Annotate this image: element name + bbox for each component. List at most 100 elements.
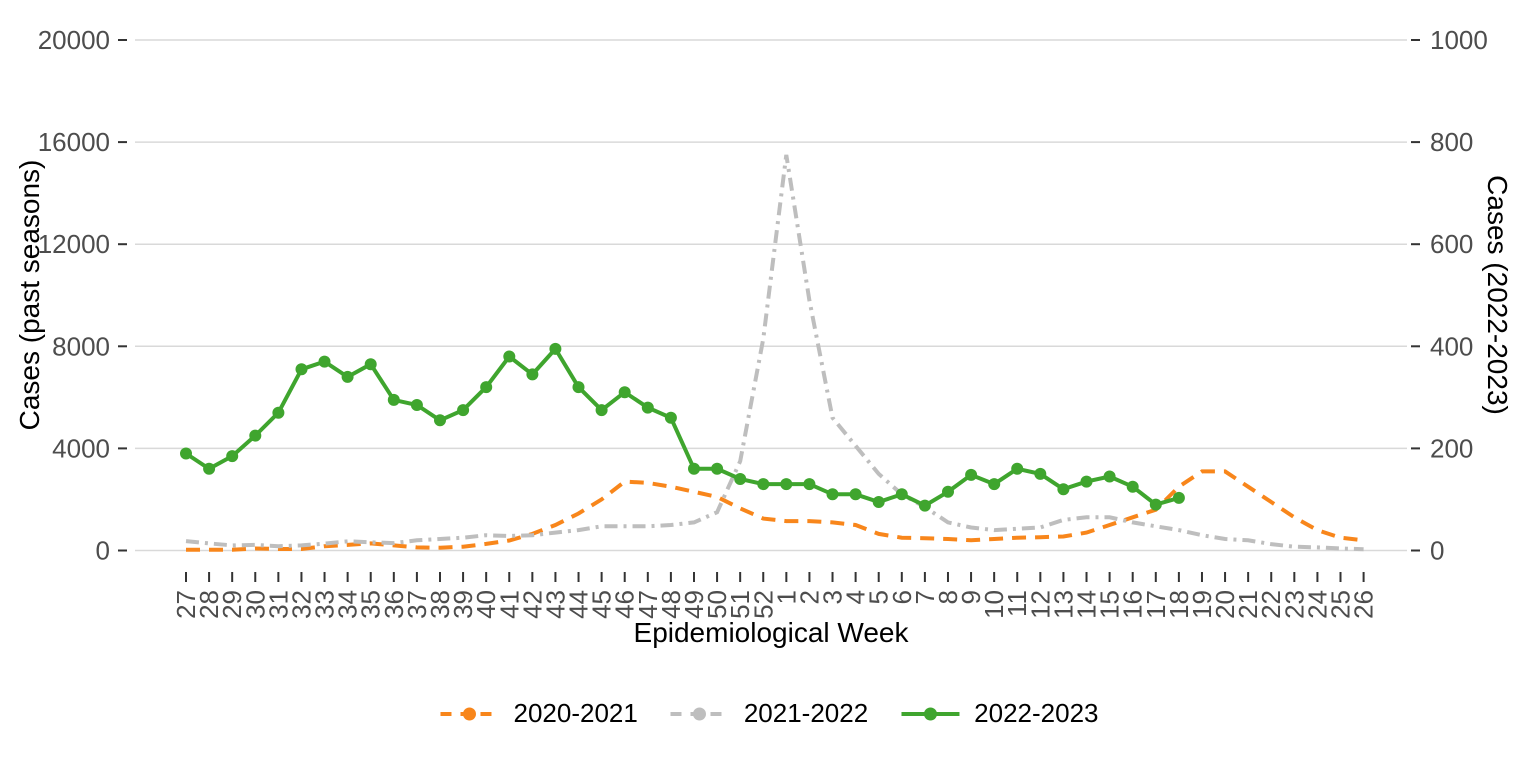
data-point-2022-2023 (457, 404, 470, 417)
legend: 2020-2021 2021-2022 2022-2023 (437, 698, 1099, 729)
y-axis-tick-label-right: 800 (1430, 127, 1473, 157)
x-axis-tick-label: 25 (1326, 590, 1356, 619)
x-axis-tick-label: 20 (1210, 590, 1240, 619)
x-axis-tick-label: 38 (425, 590, 455, 619)
data-point-2022-2023 (249, 429, 262, 442)
data-point-2022-2023 (942, 485, 954, 498)
x-axis-tick-label: 15 (1095, 590, 1125, 619)
data-point-2022-2023 (1149, 498, 1162, 511)
data-point-2022-2023 (826, 488, 839, 501)
x-axis-tick-label: 24 (1302, 590, 1332, 619)
data-point-2022-2023 (387, 393, 400, 406)
x-axis-tick-label: 43 (540, 590, 570, 619)
data-point-2022-2023 (364, 358, 377, 371)
legend-key-dashdot-icon (670, 707, 729, 720)
y-axis-tick-label-left: 20000 (38, 25, 110, 55)
data-point-2022-2023 (341, 370, 354, 383)
y-axis-tick-label-right: 600 (1430, 229, 1473, 259)
data-point-2022-2023 (641, 401, 654, 414)
data-point-2022-2023 (549, 342, 562, 355)
data-point-2022-2023 (734, 473, 747, 485)
data-point-2022-2023 (849, 488, 862, 501)
legend-item-2020-2021: 2020-2021 (437, 698, 638, 729)
series-line-2022-2023 (184, 345, 1180, 508)
y-axis-tick-label-left: 4000 (52, 433, 110, 463)
data-point-2022-2023 (434, 414, 446, 427)
x-axis-tick-label: 46 (610, 590, 640, 619)
x-axis-tick-label: 10 (979, 590, 1009, 619)
x-axis-tick-label: 5 (864, 590, 894, 604)
data-point-2022-2023 (572, 381, 585, 394)
x-axis-tick-label: 37 (402, 590, 432, 619)
x-axis-tick-label: 4 (841, 590, 871, 604)
x-axis-tick-label: 3 (818, 590, 848, 604)
data-point-2022-2023 (226, 450, 239, 463)
x-axis-tick-label: 18 (1164, 590, 1194, 619)
x-axis-tick-label: 26 (1349, 590, 1379, 619)
x-axis-tick-label: 8 (933, 590, 963, 604)
x-axis-tick-label: 7 (910, 590, 940, 604)
data-point-2022-2023 (595, 404, 608, 417)
data-point-2022-2023 (688, 462, 700, 475)
x-axis-tick-label: 14 (1072, 590, 1102, 619)
data-point-2022-2023 (780, 478, 793, 491)
x-axis-tick-label: 33 (310, 590, 340, 619)
x-axis-tick-label: 27 (171, 590, 201, 619)
y-axis-tick-label-left: 16000 (38, 127, 110, 157)
y-axis-tick-label-right: 0 (1430, 536, 1444, 566)
legend-key-dot (923, 707, 937, 720)
legend-key-solid-icon (901, 707, 960, 720)
y-axis-tick-label-left: 8000 (52, 331, 110, 361)
data-point-2022-2023 (295, 363, 308, 376)
x-axis-tick-label: 52 (748, 590, 778, 619)
data-point-2022-2023 (503, 350, 516, 363)
x-axis-tick-label: 41 (494, 590, 524, 619)
x-axis-tick-label: 35 (356, 590, 386, 619)
data-point-2022-2023 (410, 399, 423, 411)
data-point-2022-2023 (1080, 475, 1093, 488)
data-point-2022-2023 (180, 447, 192, 460)
legend-label: 2021-2022 (743, 698, 869, 728)
data-point-2022-2023 (757, 478, 770, 491)
data-point-2022-2023 (203, 462, 216, 475)
x-axis-tick-label: 9 (956, 590, 986, 604)
x-axis-tick-label: 47 (633, 590, 663, 619)
y-axis-tick-label-left: 0 (96, 536, 110, 566)
data-point-2022-2023 (1034, 467, 1047, 480)
data-point-2022-2023 (803, 478, 816, 491)
legend-item-2021-2022: 2021-2022 (668, 698, 868, 729)
data-point-2022-2023 (618, 386, 631, 399)
x-axis-tick-label: 45 (587, 590, 617, 619)
y-axis-tick-label-right: 1000 (1430, 25, 1488, 55)
legend-key-dot (462, 707, 476, 720)
x-axis-tick-label: 29 (217, 590, 247, 619)
series-line-2021-2022 (185, 154, 1364, 552)
x-axis-tick-label: 11 (1002, 590, 1032, 617)
x-axis-tick-label: 19 (1187, 590, 1217, 619)
x-axis-tick-label: 12 (1025, 590, 1055, 619)
data-point-2022-2023 (1126, 480, 1139, 493)
x-axis-tick-label: 40 (471, 590, 501, 619)
x-axis-tick-label: 17 (1141, 590, 1171, 619)
data-point-2022-2023 (272, 406, 285, 419)
data-point-2022-2023 (480, 381, 493, 394)
data-point-2022-2023 (918, 499, 931, 512)
x-axis-tick-label: 30 (240, 590, 270, 619)
x-axis-tick-label: 31 (263, 590, 293, 619)
y-axis-tick-label-right: 400 (1430, 331, 1473, 361)
x-axis-tick-label: 48 (656, 590, 686, 619)
x-axis-tick-label: 39 (448, 590, 478, 619)
x-axis-tick-label: 1 (771, 590, 801, 604)
x-axis-tick-label: 28 (194, 590, 224, 619)
x-axis-tick-label: 51 (725, 590, 755, 619)
x-axis-tick-label: 50 (702, 590, 732, 619)
legend-label: 2022-2023 (974, 698, 1099, 728)
x-axis-tick-label: 21 (1233, 590, 1263, 619)
x-axis-tick-label: 22 (1256, 590, 1286, 619)
y-axis-tick-label-left: 12000 (38, 229, 110, 259)
data-point-2022-2023 (895, 488, 908, 501)
data-point-2022-2023 (318, 355, 331, 368)
data-point-2022-2023 (965, 468, 978, 481)
